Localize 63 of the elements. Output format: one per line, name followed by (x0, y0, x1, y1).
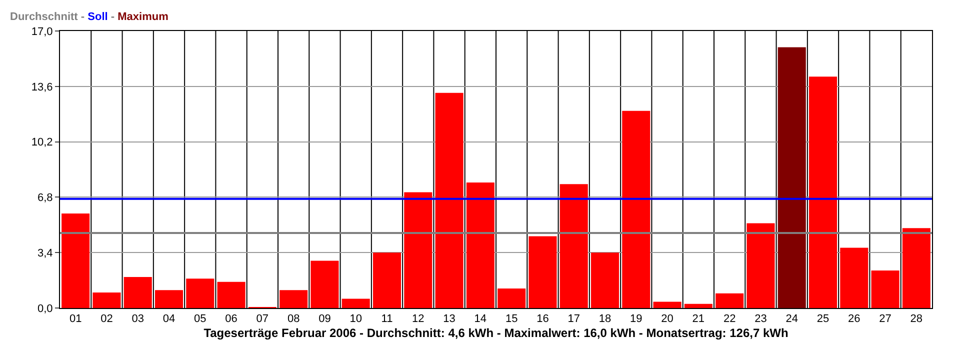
x-tick-label: 21 (692, 313, 705, 326)
y-tick-label: 13,6 (31, 81, 53, 94)
x-tick-label: 07 (256, 313, 269, 326)
x-tick-label: 03 (132, 313, 144, 326)
bar (808, 76, 838, 308)
y-tick-label: 10,2 (31, 136, 53, 149)
bar (404, 192, 432, 308)
bar (590, 252, 620, 308)
y-tick-label: 17,0 (31, 26, 53, 38)
bar (528, 236, 557, 308)
x-tick-label: 02 (100, 313, 113, 326)
x-tick-label: 18 (598, 313, 612, 326)
bar (746, 223, 775, 308)
x-tick-label: 27 (879, 313, 892, 326)
chart-title: Durchschnitt - Soll - Maximum (10, 11, 169, 23)
x-tick-label: 17 (568, 313, 580, 326)
bar (871, 270, 900, 308)
bar (280, 290, 308, 308)
bar (902, 228, 930, 308)
x-tick-label: 14 (474, 313, 487, 326)
x-tick-label: 25 (816, 313, 830, 326)
y-tick-label: 3,4 (38, 247, 53, 260)
bar (92, 292, 121, 308)
bar (154, 290, 184, 308)
bar (778, 47, 806, 308)
y-tick-label: 6,8 (38, 192, 53, 204)
bar (435, 92, 464, 308)
bar (684, 304, 712, 308)
x-tick-label: 12 (412, 313, 424, 326)
x-tick-label: 05 (194, 313, 206, 326)
x-tick-label: 10 (350, 313, 362, 326)
bar (653, 302, 682, 308)
bar (62, 213, 90, 308)
x-tick-label: 24 (786, 313, 798, 326)
bar (217, 282, 246, 308)
x-tick-label: 19 (630, 313, 642, 326)
bar (622, 110, 650, 308)
x-axis-title: Tageserträge Februar 2006 - Durchschnitt: 4,6 kWh - Maximalwert: 16,0 kWh - Monatsertrag: 126,7 kWh (204, 326, 788, 340)
bar (466, 182, 494, 308)
x-tick-label: 04 (162, 313, 176, 326)
x-tick-label: 06 (225, 313, 238, 326)
bar (372, 252, 402, 308)
x-tick-label: 20 (661, 313, 674, 326)
bar (310, 260, 339, 308)
y-tick-label: 0,0 (38, 302, 53, 315)
x-tick-label: 28 (910, 313, 923, 326)
bar (840, 248, 868, 308)
x-tick-label: 26 (848, 313, 860, 326)
bar (560, 184, 588, 308)
x-tick-label: 16 (536, 313, 549, 326)
x-tick-label: 01 (69, 313, 82, 326)
bar (498, 288, 526, 308)
bar (342, 298, 370, 308)
bar (124, 277, 152, 308)
x-tick-label: 13 (443, 313, 456, 326)
x-tick-label: 08 (287, 313, 300, 326)
x-tick-label: 15 (505, 313, 518, 326)
bar (186, 278, 214, 308)
x-tick-label: 23 (754, 313, 767, 326)
x-tick-label: 09 (318, 313, 331, 326)
bar (716, 293, 744, 308)
x-tick-label: 22 (723, 313, 736, 326)
x-tick-label: 11 (381, 313, 393, 326)
